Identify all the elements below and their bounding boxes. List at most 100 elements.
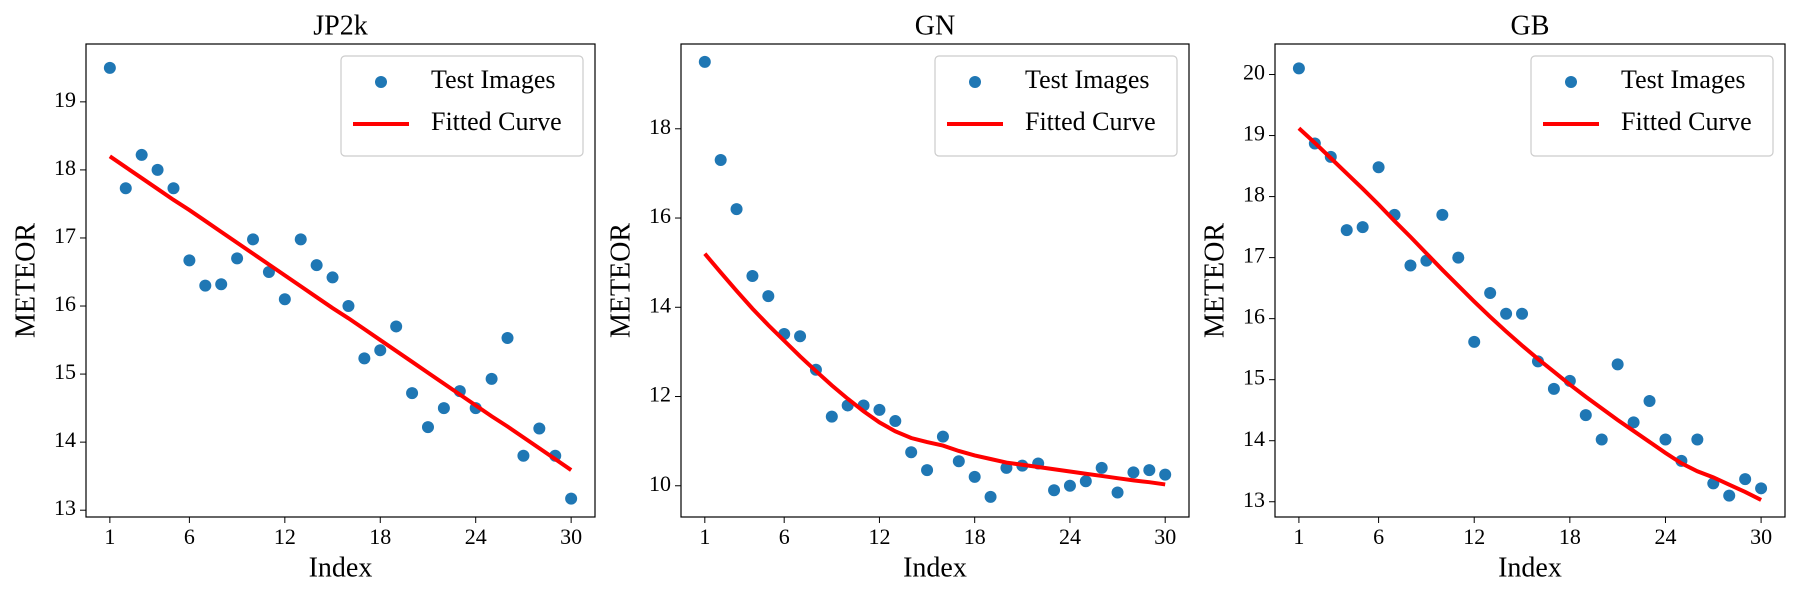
- scatter-point: [730, 203, 743, 216]
- scatter-point: [437, 402, 450, 415]
- scatter-point: [1292, 62, 1305, 75]
- chart-title: GB: [1511, 10, 1550, 41]
- y-tick-label: 16: [54, 291, 76, 316]
- scatter-point: [714, 154, 727, 167]
- y-tick-label: 20: [1243, 60, 1265, 85]
- scatter-point: [183, 254, 196, 267]
- scatter-point: [921, 464, 934, 477]
- y-tick-label: 18: [649, 114, 671, 139]
- scatter-point: [119, 182, 132, 195]
- x-tick-label: 6: [779, 524, 790, 549]
- scatter-point: [968, 470, 981, 483]
- y-tick-label: 13: [54, 495, 76, 520]
- y-tick-label: 16: [649, 203, 671, 228]
- scatter-point: [406, 387, 419, 400]
- scatter-point: [952, 455, 965, 468]
- scatter-point: [1452, 251, 1465, 264]
- scatter-point: [1404, 259, 1417, 272]
- x-tick-label: 6: [1373, 524, 1384, 549]
- x-axis-label: Index: [903, 552, 967, 583]
- y-axis-label: METEOR: [605, 223, 636, 338]
- scatter-point: [421, 421, 434, 434]
- legend-label: Fitted Curve: [1025, 107, 1156, 136]
- x-tick-label: 12: [1463, 524, 1485, 549]
- scatter-point: [1468, 335, 1481, 348]
- scatter-point: [167, 182, 180, 195]
- y-tick-label: 14: [54, 427, 76, 452]
- x-tick-label: 6: [184, 524, 195, 549]
- scatter-point: [1547, 382, 1560, 395]
- scatter-point: [1436, 208, 1449, 221]
- scatter-point: [1755, 482, 1768, 495]
- fitted-line: [108, 154, 573, 472]
- scatter-point: [905, 446, 918, 459]
- scatter-point: [1659, 433, 1672, 446]
- fitted-line: [1297, 126, 1762, 502]
- scatter-point: [1340, 224, 1353, 237]
- y-tick-label: 18: [54, 155, 76, 180]
- scatter-point: [1579, 409, 1592, 422]
- scatter-point: [1159, 468, 1172, 481]
- scatter-point: [1111, 486, 1124, 499]
- scatter-point: [889, 415, 902, 428]
- legend-label: Test Images: [1621, 65, 1746, 94]
- scatter-point: [1516, 307, 1529, 320]
- scatter-point: [390, 320, 403, 333]
- x-tick-label: 30: [560, 524, 582, 549]
- legend-label: Test Images: [431, 65, 556, 94]
- x-tick-label: 30: [1750, 524, 1772, 549]
- legend-box: [340, 55, 584, 157]
- scatter-point: [1095, 461, 1108, 474]
- scatter-point: [1484, 287, 1497, 300]
- scatter-point: [103, 61, 116, 74]
- x-tick-label: 12: [274, 524, 296, 549]
- scatter-point: [984, 490, 997, 503]
- scatter-point: [278, 293, 291, 306]
- scatter-point: [374, 344, 387, 357]
- x-tick-label: 12: [868, 524, 890, 549]
- chart-title: JP2k: [313, 10, 367, 41]
- scatter-point: [762, 290, 775, 303]
- scatter-point: [1127, 466, 1140, 479]
- legend-marker: [1565, 76, 1577, 88]
- scatter-point: [1079, 475, 1092, 488]
- legend-marker: [969, 76, 981, 88]
- x-tick-label: 30: [1154, 524, 1176, 549]
- y-tick-label: 15: [54, 359, 76, 384]
- scatter-point: [326, 271, 339, 284]
- scatter-point: [1595, 433, 1608, 446]
- scatter-point: [485, 372, 498, 385]
- scatter-point: [936, 430, 949, 443]
- scatter-point: [825, 410, 838, 423]
- y-tick-label: 17: [1243, 243, 1265, 268]
- y-tick-label: 17: [54, 223, 76, 248]
- scatter-point: [1643, 395, 1656, 408]
- legend-label: Fitted Curve: [1621, 107, 1752, 136]
- scatter-point: [1723, 489, 1736, 502]
- plot-frame: [85, 43, 596, 518]
- plot-frame: [1274, 43, 1786, 518]
- legend-marker: [375, 76, 387, 88]
- x-tick-label: 1: [104, 524, 115, 549]
- scatter-point: [1739, 473, 1752, 486]
- scatter-point: [1048, 484, 1061, 497]
- scatter-point: [746, 270, 759, 283]
- fitted-line: [703, 252, 1166, 487]
- y-tick-label: 10: [649, 471, 671, 496]
- scatter-point: [1627, 416, 1640, 429]
- scatter-point: [199, 279, 212, 292]
- scatter-point: [533, 422, 546, 435]
- scatter-point: [1611, 358, 1624, 371]
- scatter-point: [215, 278, 228, 291]
- y-tick-label: 19: [54, 87, 76, 112]
- y-tick-label: 18: [1243, 182, 1265, 207]
- legend-label: Fitted Curve: [431, 107, 562, 136]
- scatter-point: [1143, 464, 1156, 477]
- scatter-point: [262, 265, 275, 278]
- y-tick-label: 13: [1243, 487, 1265, 512]
- scatter-point: [1500, 307, 1513, 320]
- scatter-point: [517, 449, 530, 462]
- y-axis-label: METEOR: [10, 223, 41, 338]
- scatter-point: [501, 332, 514, 345]
